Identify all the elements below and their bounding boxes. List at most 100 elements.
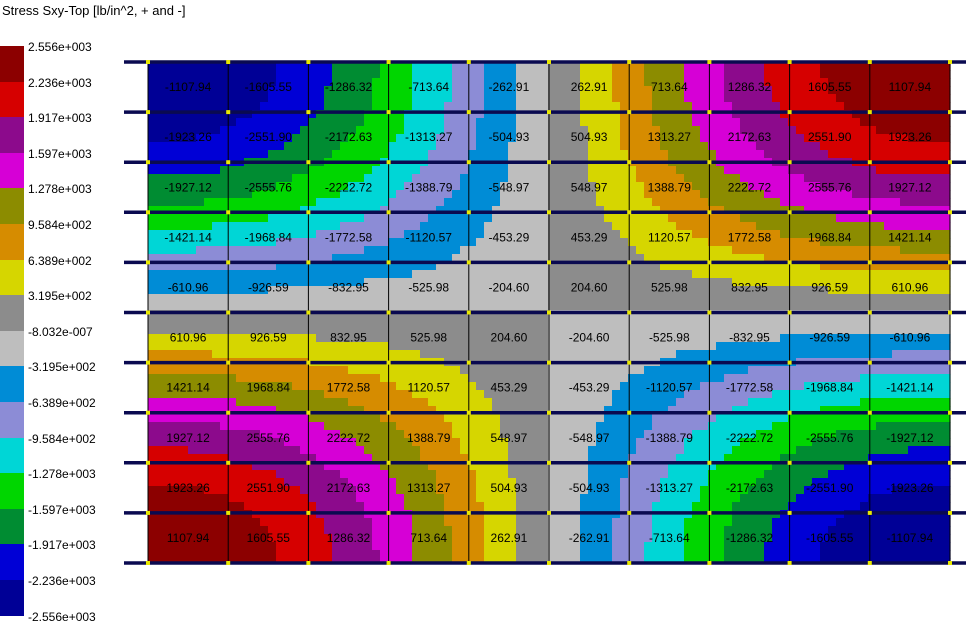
contour-patch [836, 430, 845, 439]
contour-patch [796, 110, 805, 119]
contour-patch [380, 430, 389, 439]
contour-patch [484, 94, 493, 103]
contour-patch [372, 286, 381, 295]
contour-patch [756, 206, 765, 215]
contour-patch [860, 318, 869, 327]
contour-patch [284, 142, 293, 151]
contour-patch [372, 278, 381, 287]
contour-patch [284, 310, 293, 319]
contour-patch [316, 286, 325, 295]
contour-patch [692, 62, 701, 71]
contour-patch [460, 430, 469, 439]
contour-patch [500, 126, 509, 135]
contour-patch [844, 350, 853, 359]
contour-patch [812, 94, 821, 103]
contour-patch [148, 278, 157, 287]
contour-patch [420, 110, 429, 119]
contour-patch [644, 254, 653, 263]
contour-patch [188, 398, 197, 407]
contour-patch [812, 238, 821, 247]
contour-patch [364, 286, 373, 295]
contour-patch [276, 350, 285, 359]
contour-patch [556, 94, 565, 103]
contour-patch [612, 398, 621, 407]
contour-patch [764, 222, 773, 231]
contour-patch [308, 294, 317, 303]
contour-patch [644, 366, 653, 375]
contour-patch [316, 70, 325, 79]
color-legend: 2.556e+003 2.236e+003 1.917e+003 1.597e+003… [0, 0, 110, 632]
contour-patch [532, 430, 541, 439]
contour-patch [916, 390, 925, 399]
contour-patch [188, 406, 197, 415]
contour-patch [644, 262, 653, 271]
contour-patch [348, 222, 357, 231]
contour-patch [692, 254, 701, 263]
contour-patch [876, 182, 885, 191]
contour-patch [284, 270, 293, 279]
contour-patch [844, 222, 853, 231]
contour-patch [428, 174, 437, 183]
contour-patch [836, 78, 845, 87]
contour-patch [508, 166, 517, 175]
contour-patch [156, 310, 165, 319]
contour-patch [748, 182, 757, 191]
contour-patch [412, 230, 421, 239]
contour-patch [444, 254, 453, 263]
contour-patch [868, 414, 877, 423]
contour-patch [260, 238, 269, 247]
contour-patch [444, 190, 453, 199]
contour-patch [596, 342, 605, 351]
contour-patch [876, 110, 885, 119]
contour-patch [892, 342, 901, 351]
contour-patch [644, 342, 653, 351]
contour-patch [892, 374, 901, 383]
contour-patch [188, 294, 197, 303]
contour-patch [284, 62, 293, 71]
contour-patch [684, 350, 693, 359]
contour-patch [844, 166, 853, 175]
contour-patch [148, 454, 157, 463]
contour-patch [164, 110, 173, 119]
contour-patch [428, 94, 437, 103]
contour-patch [668, 118, 677, 127]
contour-patch [532, 102, 541, 111]
contour-patch [892, 230, 901, 239]
contour-patch [772, 262, 781, 271]
contour-patch [564, 198, 573, 207]
contour-patch [596, 86, 605, 95]
contour-patch [404, 422, 413, 431]
contour-patch [652, 182, 661, 191]
contour-patch [164, 390, 173, 399]
contour-patch [436, 70, 445, 79]
contour-patch [484, 342, 493, 351]
contour-patch [724, 94, 733, 103]
contour-patch [340, 206, 349, 215]
contour-patch [260, 430, 269, 439]
contour-patch [900, 174, 909, 183]
contour-patch [572, 310, 581, 319]
contour-patch [444, 334, 453, 343]
contour-patch [612, 366, 621, 375]
contour-patch [604, 94, 613, 103]
contour-patch [476, 78, 485, 87]
contour-patch [492, 406, 501, 415]
contour-patch [188, 70, 197, 79]
contour-patch [508, 422, 517, 431]
contour-patch [796, 238, 805, 247]
contour-patch [204, 190, 213, 199]
contour-patch [692, 374, 701, 383]
contour-patch [788, 438, 797, 447]
contour-patch [460, 390, 469, 399]
contour-patch [940, 102, 949, 111]
contour-patch [324, 230, 333, 239]
contour-patch [484, 118, 493, 127]
contour-patch [756, 118, 765, 127]
contour-patch [780, 390, 789, 399]
contour-patch [500, 62, 509, 71]
contour-patch [180, 390, 189, 399]
contour-patch [164, 118, 173, 127]
contour-patch [508, 310, 517, 319]
contour-patch [508, 238, 517, 247]
contour-patch [196, 270, 205, 279]
